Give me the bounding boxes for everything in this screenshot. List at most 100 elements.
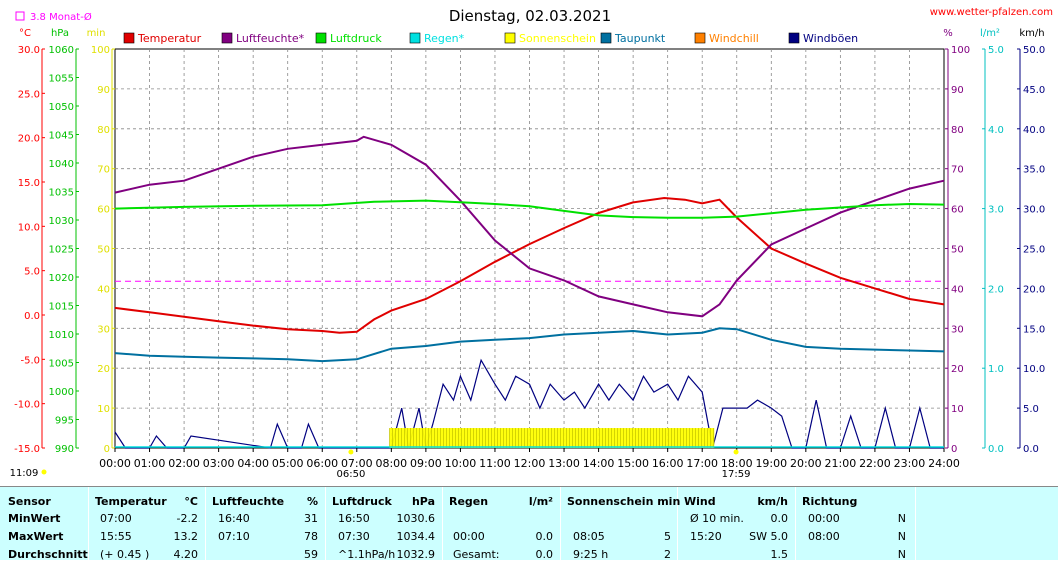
x-label: 24:00 — [928, 457, 960, 470]
pressure-axis-label: 1035 — [49, 188, 74, 199]
stat-minwert-hum-time: 16:40 — [218, 512, 250, 525]
sunshine-axis-label: 70 — [97, 165, 110, 176]
stat-durchschnitt-label: Durchschnitt — [8, 548, 88, 561]
header-temperature: Temperatur — [95, 495, 167, 508]
header-rain: Regen — [449, 495, 488, 508]
wind-axis-label: 50.0 — [1023, 45, 1045, 56]
wind-axis-label: 0.0 — [1023, 444, 1039, 455]
x-label: 15:00 — [617, 457, 649, 470]
pressure-axis-label: 995 — [55, 416, 74, 427]
unit-left-1: hPa — [51, 28, 69, 39]
pressure-axis-label: 1055 — [49, 74, 74, 85]
legend-label: Regen* — [424, 32, 465, 45]
legend-swatch — [124, 33, 134, 43]
stat-durchschnitt-sun-val: 2 — [620, 548, 671, 561]
rain-axis-label: 5.0 — [988, 45, 1004, 56]
wind-axis-label: 15.0 — [1023, 324, 1045, 335]
x-label: 04:00 — [237, 457, 269, 470]
humidity-axis-label: 30 — [951, 324, 964, 335]
stat-minwert-press-time: 16:50 — [338, 512, 370, 525]
humidity-axis-label: 60 — [951, 205, 964, 216]
unit-right-1: l/m² — [980, 28, 1000, 39]
website-label[interactable]: www.wetter-pfalzen.com — [930, 7, 1053, 18]
sunshine-axis-label: 100 — [91, 45, 110, 56]
wind-axis-label: 20.0 — [1023, 284, 1045, 295]
legend-swatch — [505, 33, 515, 43]
x-label: 21:00 — [825, 457, 857, 470]
legend-item: Taupunkt — [601, 32, 666, 45]
stat-durchschnitt-press-val: 1032.9 — [380, 548, 435, 561]
stat-maxwert-temp-time: 15:55 — [100, 530, 132, 543]
sunset-icon — [734, 450, 739, 455]
statistics-table: Sensor Temperatur °C Luftfeuchte % Luftd… — [0, 486, 1058, 560]
stat-minwert-wind-val: 0.0 — [730, 512, 788, 525]
temp-axis-label: -5.0 — [20, 355, 40, 366]
humidity-axis-label: 10 — [951, 404, 964, 415]
temp-axis-label: 25.0 — [18, 89, 40, 100]
header-rain-unit: l/m² — [512, 495, 553, 508]
humidity-axis-label: 100 — [951, 45, 970, 56]
header-wind-unit: km/h — [745, 495, 788, 508]
temp-axis-label: 0.0 — [24, 311, 40, 322]
moon-time-label: 11:09 — [10, 468, 39, 479]
x-label: 17:00 — [686, 457, 718, 470]
sunshine-axis-label: 80 — [97, 125, 110, 136]
wind-axis-label: 40.0 — [1023, 125, 1045, 136]
legend-label: Luftfeuchte* — [236, 32, 305, 45]
sunshine-axis-label: 0 — [104, 444, 110, 455]
unit-left-0: °C — [19, 28, 31, 39]
stat-durchschnitt-wind-val: 1.5 — [730, 548, 788, 561]
pressure-axis-label: 990 — [55, 444, 74, 455]
x-label: 00:00 — [99, 457, 131, 470]
humidity-axis-label: 20 — [951, 364, 964, 375]
wind-axis-label: 35.0 — [1023, 165, 1045, 176]
rain-axis-label: 2.0 — [988, 284, 1004, 295]
humidity-axis-label: 0 — [951, 444, 957, 455]
stat-maxwert-rain-val: 0.0 — [500, 530, 553, 543]
x-label: 13:00 — [548, 457, 580, 470]
stat-maxwert-press-val: 1034.4 — [380, 530, 435, 543]
temp-axis-label: 15.0 — [18, 178, 40, 189]
stat-minwert-dir-time: 00:00 — [808, 512, 840, 525]
pressure-axis-label: 1005 — [49, 359, 74, 370]
legend-swatch — [316, 33, 326, 43]
wind-axis-label: 5.0 — [1023, 404, 1039, 415]
humidity-axis-label: 40 — [951, 284, 964, 295]
header-direction: Richtung — [802, 495, 857, 508]
moon-icon — [42, 470, 47, 475]
temp-axis-label: 30.0 — [18, 45, 40, 56]
stat-durchschnitt-temp-val: 4.20 — [140, 548, 198, 561]
x-label: 22:00 — [859, 457, 891, 470]
monthly-avg-label: 3.8 Monat-Ø — [30, 11, 92, 23]
stat-maxwert-hum-time: 07:10 — [218, 530, 250, 543]
pressure-axis-label: 1010 — [49, 330, 74, 341]
stat-maxwert-dir-val: N — [880, 530, 906, 543]
x-label: 16:00 — [652, 457, 684, 470]
header-sunshine: Sonnenschein min — [567, 495, 680, 508]
wind-axis-label: 45.0 — [1023, 85, 1045, 96]
stat-maxwert-sun-time: 08:05 — [573, 530, 605, 543]
header-pressure: Luftdruck — [332, 495, 392, 508]
pressure-axis-label: 1050 — [49, 102, 74, 113]
header-temperature-unit: °C — [160, 495, 198, 508]
legend-swatch — [601, 33, 611, 43]
x-label: 02:00 — [168, 457, 200, 470]
x-label: 10:00 — [445, 457, 477, 470]
pressure-axis-label: 1040 — [49, 159, 74, 170]
legend-swatch — [410, 33, 420, 43]
unit-right-0: % — [943, 28, 953, 39]
stat-durchschnitt-dir-val: N — [880, 548, 906, 561]
x-label: 09:00 — [410, 457, 442, 470]
header-humidity: Luftfeuchte — [212, 495, 284, 508]
x-label: 11:00 — [479, 457, 511, 470]
stat-maxwert-wind-time: 15:20 — [690, 530, 722, 543]
x-label: 12:00 — [514, 457, 546, 470]
sunshine-axis-label: 20 — [97, 364, 110, 375]
wind-axis-label: 30.0 — [1023, 205, 1045, 216]
sunrise-label: 06:50 — [337, 469, 366, 480]
header-sensor: Sensor — [8, 495, 51, 508]
stat-maxwert-press-time: 07:30 — [338, 530, 370, 543]
legend-label: Windchill — [709, 32, 759, 45]
rain-axis-label: 3.0 — [988, 205, 1004, 216]
stat-durchschnitt-hum-val: 59 — [260, 548, 318, 561]
